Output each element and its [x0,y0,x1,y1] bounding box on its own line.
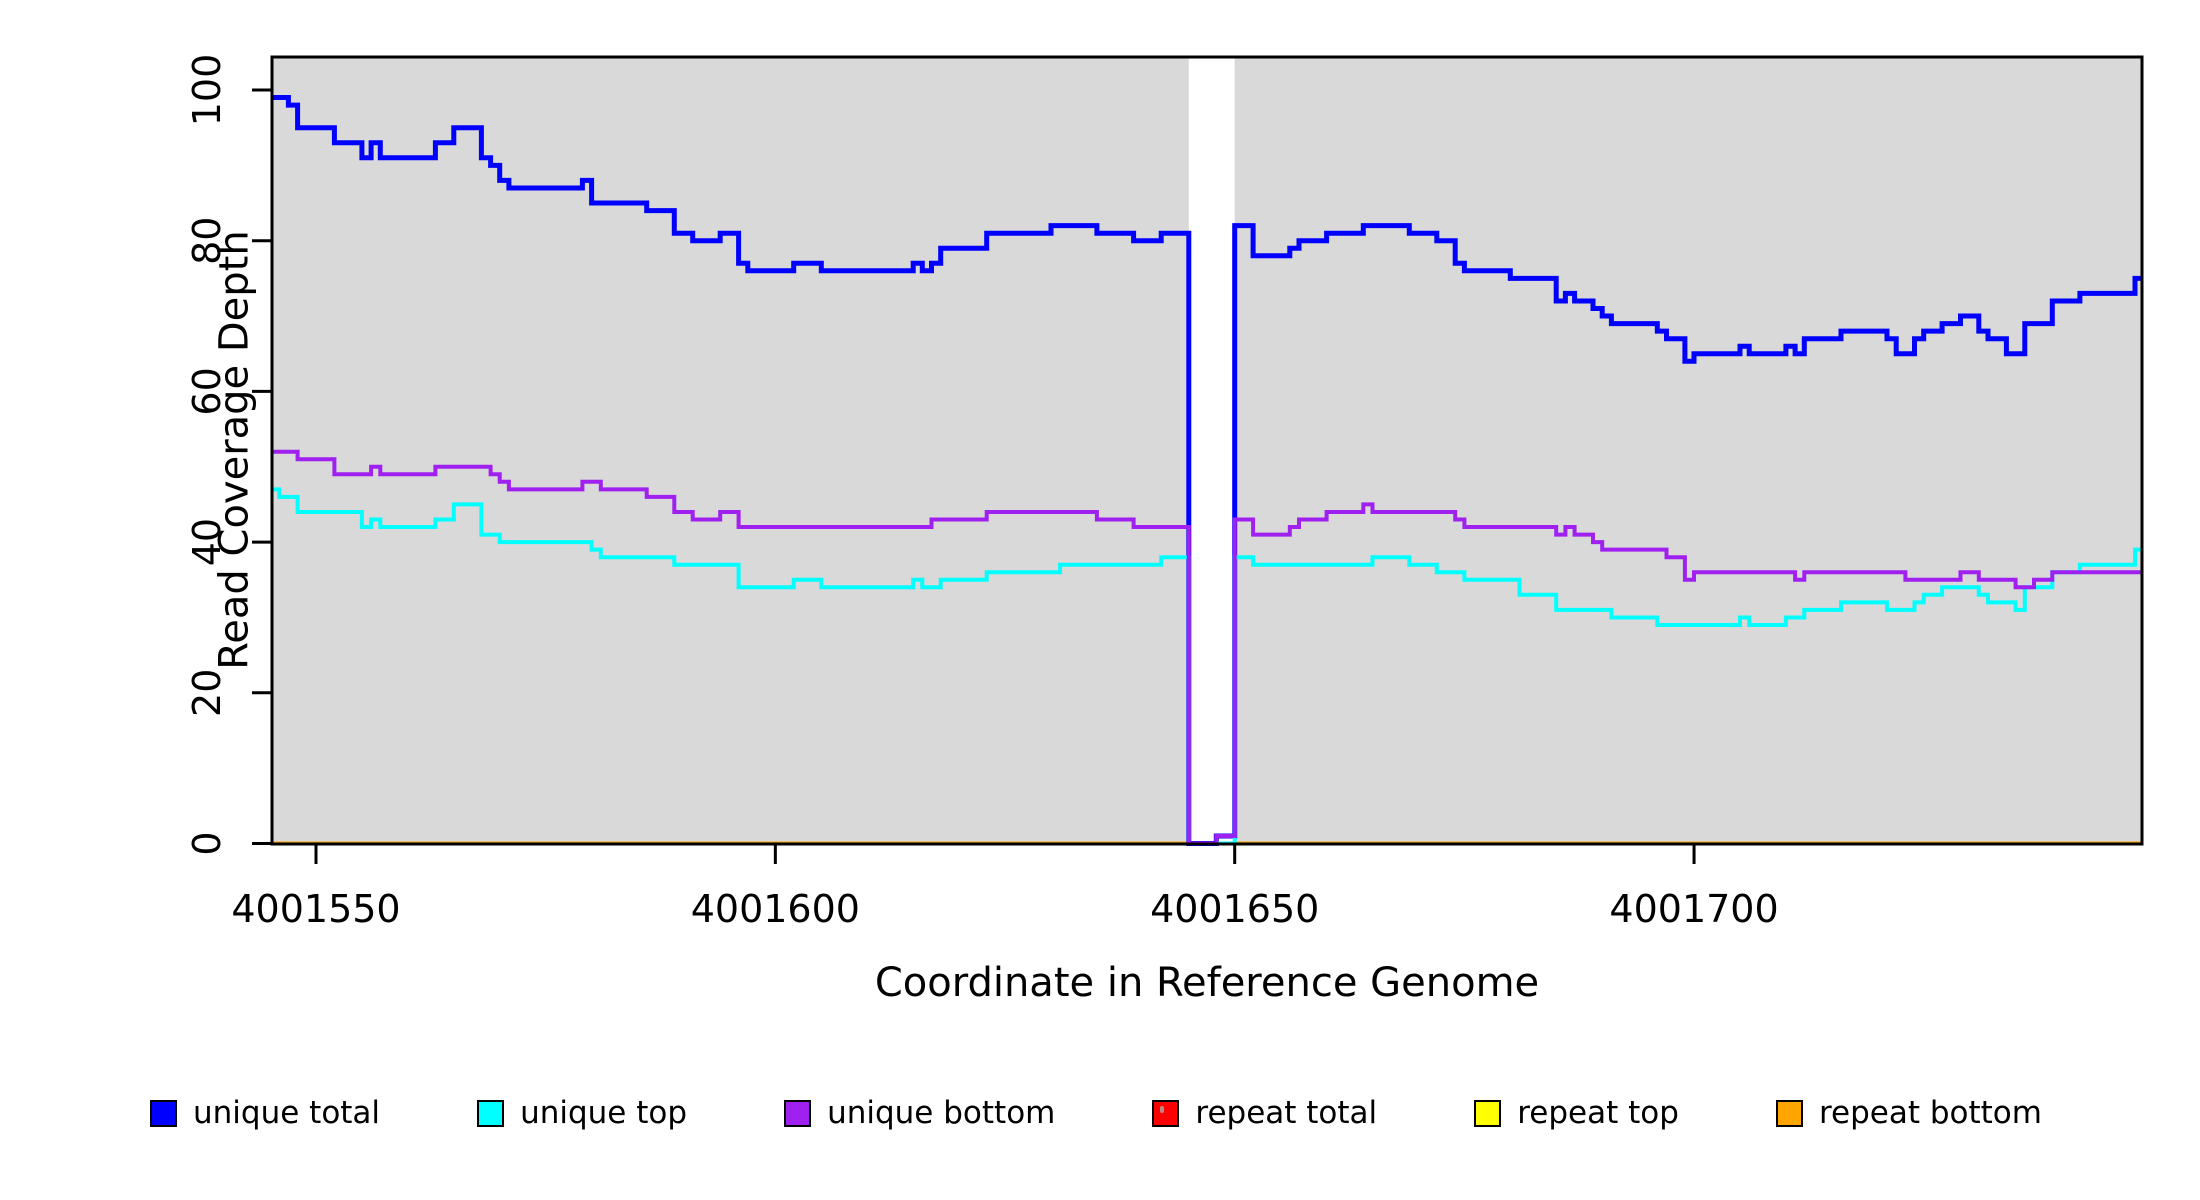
y-tick-label: 80 [185,217,229,265]
legend-label: repeat total [1195,1095,1378,1131]
legend-swatch-repeat-bottom [1775,1100,1803,1127]
legend-item-unique-total: unique total [150,1098,380,1129]
y-tick-label: 40 [185,518,229,566]
legend-label: unique total [193,1095,381,1131]
legend-label: unique top [520,1095,688,1131]
x-tick-label: 4001550 [231,887,400,931]
x-axis-title: Coordinate in Reference Genome [874,960,1540,1006]
legend-swatch-repeat-top [1474,1100,1502,1127]
legend-swatch-unique-bottom [784,1100,812,1127]
legend-swatch-unique-total [150,1100,177,1127]
series-line-unique-bottom [272,449,2142,846]
legend-item-repeat-total: repeat total [1152,1098,1377,1129]
coverage-gap-band [1188,57,1235,844]
legend-item-unique-bottom: unique bottom [784,1098,1055,1129]
x-tick-label: 4001700 [1609,887,1778,931]
stray-mark [1160,1106,1164,1113]
legend-item-unique-top: unique top [477,1098,687,1129]
x-tick-label: 4001650 [1150,887,1319,931]
y-tick-label: 60 [185,367,229,415]
series-line-unique-total [272,95,2142,846]
x-tick-label: 4001600 [691,887,860,931]
y-tick-label: 100 [185,54,229,127]
legend-label: repeat top [1517,1095,1679,1131]
legend-item-repeat-top: repeat top [1474,1098,1679,1129]
legend-swatch-repeat-total [1152,1100,1180,1127]
legend-label: repeat bottom [1818,1095,2042,1131]
legend-swatch-unique-top [477,1100,505,1127]
legend: unique total unique top unique bottom repea… [150,1098,2042,1129]
y-tick-label: 0 [185,831,229,855]
legend-item-repeat-bottom: repeat bottom [1775,1095,2042,1131]
plot-border [270,55,2144,846]
legend-label: unique bottom [827,1095,1056,1131]
y-axis-title: Read Coverage Depth [211,230,258,670]
series-line-unique-top [272,487,2142,846]
y-tick-label: 20 [185,669,229,717]
